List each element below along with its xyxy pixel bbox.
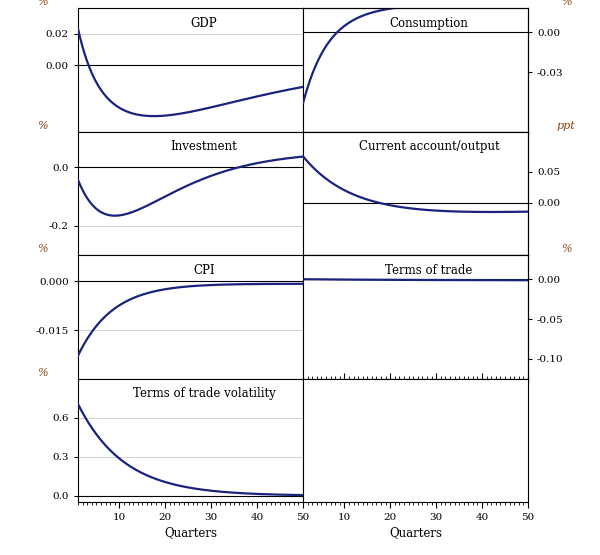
Text: Terms of trade volatility: Terms of trade volatility bbox=[133, 387, 275, 400]
X-axis label: Quarters: Quarters bbox=[164, 526, 217, 539]
Text: CPI: CPI bbox=[193, 264, 215, 277]
Text: Current account/output: Current account/output bbox=[359, 140, 499, 153]
Text: GDP: GDP bbox=[191, 17, 217, 30]
Text: %: % bbox=[37, 367, 47, 377]
Text: %: % bbox=[561, 0, 572, 7]
Text: Investment: Investment bbox=[170, 140, 238, 153]
Text: ppt: ppt bbox=[557, 120, 575, 130]
Text: Terms of trade: Terms of trade bbox=[385, 264, 473, 277]
Text: %: % bbox=[561, 244, 572, 254]
Text: %: % bbox=[37, 120, 47, 130]
Text: %: % bbox=[37, 244, 47, 254]
Text: %: % bbox=[37, 0, 47, 7]
Text: Consumption: Consumption bbox=[389, 17, 469, 30]
X-axis label: Quarters: Quarters bbox=[389, 526, 442, 539]
